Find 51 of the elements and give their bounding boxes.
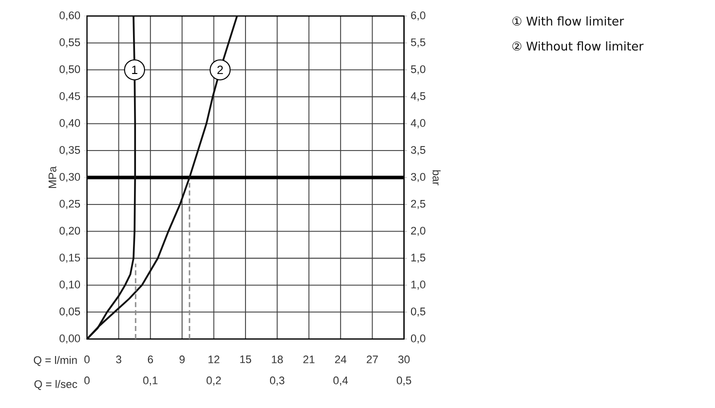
y2-axis-title: bar: [432, 170, 441, 186]
y2-tick-label: 4,5: [410, 92, 426, 102]
y-tick-label: 0,50: [60, 65, 80, 74]
y-tick-label: 0,00: [60, 334, 80, 344]
x-tick-label: 18: [272, 356, 283, 364]
x-tick-label: 27: [366, 356, 378, 364]
y-tick-label: 0,35: [60, 146, 80, 156]
x2-tick-label: 0,4: [333, 376, 348, 386]
x-tick-label: 12: [208, 356, 220, 364]
x-axis-title: Q = l/min: [34, 356, 77, 366]
y-tick-label: 0,55: [60, 38, 80, 48]
y2-tick-label: 0,0: [410, 334, 426, 344]
x2-tick-label: 0,1: [143, 376, 158, 386]
x-tick-label: 6: [148, 356, 153, 364]
x2-tick-label: 0,2: [206, 376, 221, 386]
y2-tick-label: 5,5: [410, 38, 426, 48]
y2-tick-label: 2,0: [411, 226, 426, 236]
x-tick-label: 30: [398, 356, 410, 364]
x2-tick-label: 0: [84, 376, 90, 384]
y2-tick-label: 1,5: [411, 254, 426, 263]
annotation: 1: [132, 66, 138, 74]
x2-tick-label: 0,3: [270, 376, 284, 386]
y2-tick-label: 1,0: [411, 280, 426, 290]
y-tick-label: 0,45: [60, 92, 80, 102]
y-tick-label: 0,25: [60, 200, 80, 209]
y2-tick-label: 4,0: [410, 119, 426, 128]
y2-tick-label: 2,5: [411, 200, 426, 209]
x-tick-label: 24: [335, 356, 346, 364]
x-tick-label: 9: [180, 356, 185, 364]
x-tick-label: 3: [116, 356, 122, 364]
text: ① With flow limiter: [512, 16, 624, 26]
y-tick-label: 0,15: [60, 254, 80, 263]
y2-tick-label: 3,5: [410, 146, 426, 156]
x-tick-label: 21: [303, 356, 314, 364]
text: ② Without flow limiter: [512, 41, 644, 51]
x-tick-label: 15: [240, 356, 252, 364]
x2-tick-label: 0,5: [396, 376, 412, 386]
x2-axis-title: Q = l/sec: [34, 380, 78, 390]
y2-tick-label: 3,0: [410, 172, 426, 182]
y2-tick-label: 6,0: [411, 11, 426, 21]
y2-tick-label: 5,0: [410, 65, 426, 74]
y-tick-label: 0,30: [60, 172, 80, 182]
y-tick-label: 0,10: [60, 280, 80, 290]
y-tick-label: 0,40: [60, 119, 80, 128]
annotation: 2: [217, 66, 223, 74]
y-axis-title: MPa: [48, 166, 56, 188]
x-tick-label: 0: [84, 356, 90, 364]
y2-tick-label: 0,5: [410, 308, 426, 317]
y-tick-label: 0,20: [60, 226, 80, 236]
y-tick-label: 0,05: [60, 308, 80, 317]
y-tick-label: 0,60: [60, 11, 80, 21]
